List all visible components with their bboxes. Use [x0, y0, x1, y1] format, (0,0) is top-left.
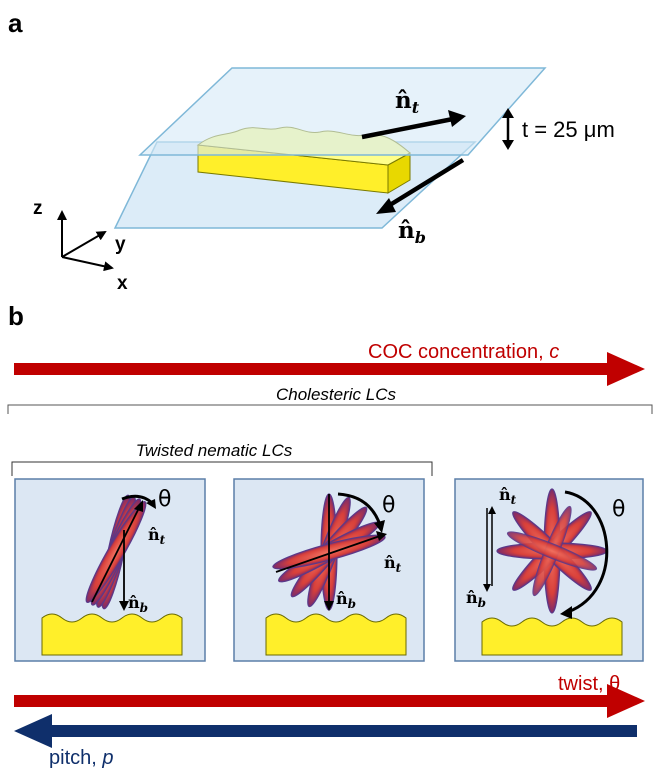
top-director-label: n̂t: [395, 87, 420, 117]
thickness-label: t = 25 μm: [522, 117, 615, 142]
cell-3: [454, 478, 644, 662]
cell-3-bottom-director-label: n̂b: [466, 588, 486, 610]
top-director-arrow: [361, 115, 459, 140]
cholesteric-bracket: [7, 404, 653, 414]
concentration-label: COC concentration, c: [368, 341, 559, 363]
cell-2-bottom-director-label: n̂b: [336, 589, 356, 611]
thickness-arrowhead-down: [502, 140, 514, 150]
thickness-arrowhead-up: [502, 108, 514, 118]
axis-z-label: z: [33, 198, 43, 219]
concentration-arrow-shaft: [14, 363, 609, 375]
panel-b-label: b: [8, 301, 24, 331]
twist-arrow-shaft: [14, 695, 609, 707]
bottom-director-arrow: [383, 158, 465, 210]
cell-2-top-director-label: n̂t: [384, 553, 402, 575]
bottom-director-label: n̂b: [398, 217, 426, 247]
twist-arrowhead: [607, 684, 645, 718]
top-substrate: [138, 67, 547, 156]
cell-2-theta: θ: [382, 493, 395, 518]
cell-3-molecules: [496, 488, 608, 614]
panel-a-label: a: [8, 8, 23, 38]
cell-1-bottom-director-label: n̂b: [128, 593, 148, 615]
bottom-director-arrowhead: [376, 198, 396, 214]
pitch-label: pitch, p: [49, 747, 113, 769]
twisted-nematic-bracket: [11, 461, 433, 476]
cell-3-theta: θ: [612, 497, 625, 522]
cell-1-top-director-label: n̂t: [148, 525, 166, 547]
cell-1-theta: θ: [158, 487, 171, 512]
cell-1: [14, 478, 206, 662]
cell-3-top-director-label: n̂t: [499, 485, 517, 507]
axis-y-label: y: [115, 234, 126, 255]
twisted-nematic-label: Twisted nematic LCs: [136, 441, 293, 460]
concentration-arrowhead: [607, 352, 645, 386]
pitch-arrow-shaft: [50, 725, 637, 737]
cell-2: [233, 478, 425, 662]
twist-label: twist, θ: [558, 673, 620, 695]
top-director-arrowhead: [448, 110, 466, 127]
pitch-arrowhead: [14, 714, 52, 748]
coordinate-axes: [57, 210, 114, 272]
axis-x-label: x: [117, 273, 128, 294]
cholesteric-label: Cholesteric LCs: [276, 385, 396, 404]
